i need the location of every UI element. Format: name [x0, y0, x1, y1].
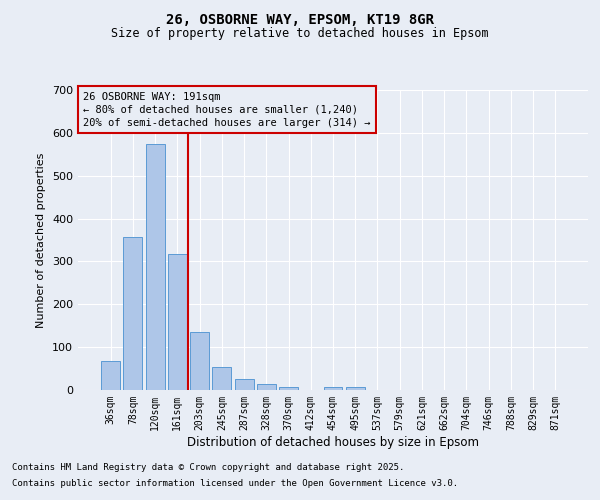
X-axis label: Distribution of detached houses by size in Epsom: Distribution of detached houses by size … — [187, 436, 479, 448]
Y-axis label: Number of detached properties: Number of detached properties — [37, 152, 46, 328]
Bar — [124, 236, 142, 390]
Text: Contains public sector information licensed under the Open Government Licence v3: Contains public sector information licen… — [12, 478, 458, 488]
Bar — [212, 367, 231, 390]
Text: Contains HM Land Registry data © Crown copyright and database right 2025.: Contains HM Land Registry data © Crown c… — [12, 464, 404, 472]
Bar — [146, 144, 164, 390]
Text: Size of property relative to detached houses in Epsom: Size of property relative to detached ho… — [111, 28, 489, 40]
Bar — [257, 384, 276, 390]
Bar — [279, 387, 298, 390]
Bar — [101, 362, 120, 390]
Bar — [346, 386, 365, 390]
Bar — [168, 254, 187, 390]
Text: 26 OSBORNE WAY: 191sqm
← 80% of detached houses are smaller (1,240)
20% of semi-: 26 OSBORNE WAY: 191sqm ← 80% of detached… — [83, 92, 371, 128]
Text: 26, OSBORNE WAY, EPSOM, KT19 8GR: 26, OSBORNE WAY, EPSOM, KT19 8GR — [166, 12, 434, 26]
Bar — [235, 380, 254, 390]
Bar — [190, 332, 209, 390]
Bar — [323, 386, 343, 390]
